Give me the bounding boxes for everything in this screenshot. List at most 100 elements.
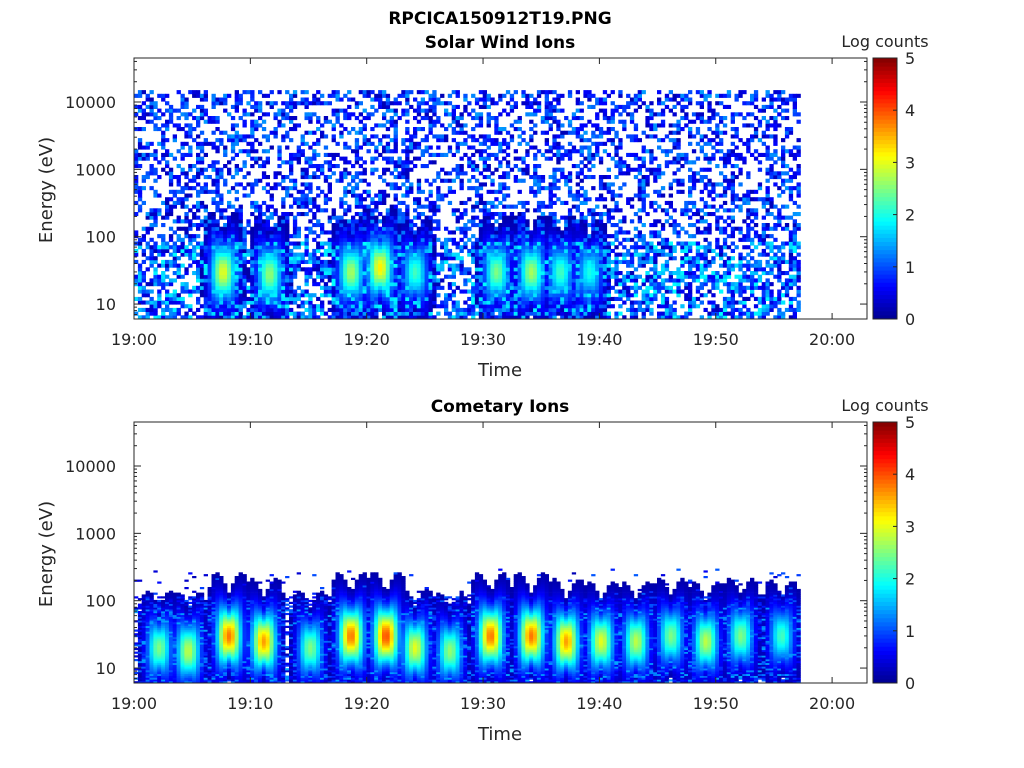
heatmap-cell: [428, 200, 433, 205]
heatmap-cell: [358, 171, 363, 176]
heatmap-cell: [397, 215, 402, 220]
heatmap-cell: [571, 252, 577, 257]
heatmap-cell: [428, 300, 433, 305]
heatmap-cell: [300, 212, 305, 217]
heatmap-cell: [471, 145, 476, 150]
heatmap-cell: [618, 90, 623, 95]
heatmap-cell: [471, 234, 476, 239]
heatmap-cell: [556, 226, 561, 231]
heatmap-cell: [370, 167, 375, 172]
heatmap-cell: [602, 130, 608, 135]
heatmap-cell: [428, 119, 433, 124]
heatmap-cell: [362, 219, 367, 224]
heatmap-cell: [606, 289, 611, 294]
heatmap-cell: [567, 123, 573, 128]
heatmap-cell: [358, 204, 363, 209]
heatmap-cell: [378, 237, 383, 242]
heatmap-cell: [517, 248, 522, 253]
heatmap-cell: [505, 186, 511, 191]
heatmap-cell: [250, 282, 255, 287]
heatmap-cell: [227, 296, 232, 301]
heatmap-cell: [292, 219, 298, 224]
heatmap-cell: [254, 230, 259, 235]
heatmap-cell: [424, 149, 429, 154]
heatmap-cell: [385, 296, 391, 301]
heatmap-cell: [548, 182, 553, 187]
heatmap-cell: [230, 285, 236, 290]
heatmap-cell: [525, 97, 530, 102]
heatmap-cell: [451, 130, 456, 135]
heatmap-cell: [444, 171, 449, 176]
heatmap-cell: [463, 97, 468, 102]
heatmap-cell: [509, 259, 515, 264]
heatmap-cell: [149, 112, 154, 117]
heatmap-cell: [544, 259, 549, 264]
heatmap-cell: [618, 186, 623, 191]
heatmap-cell: [595, 282, 600, 287]
heatmap-cell: [296, 212, 301, 217]
heatmap-cell: [277, 152, 282, 157]
heatmap-cell: [370, 156, 375, 161]
heatmap-cell: [382, 167, 387, 172]
heatmap-cell: [428, 189, 433, 194]
heatmap-cell: [203, 223, 208, 228]
heatmap-cell: [168, 112, 174, 117]
heatmap-cell: [629, 204, 635, 209]
heatmap-cell: [505, 311, 511, 316]
heatmap-cell: [451, 252, 456, 257]
heatmap-cell: [451, 127, 456, 132]
heatmap-cell: [273, 271, 278, 276]
heatmap-cell: [436, 101, 441, 106]
heatmap-cell: [227, 307, 232, 312]
heatmap-cell: [595, 259, 600, 264]
heatmap-cell: [339, 259, 344, 264]
heatmap-cell: [533, 296, 538, 301]
heatmap-cell: [168, 197, 174, 202]
heatmap-cell: [207, 296, 212, 301]
heatmap-cell: [455, 145, 460, 150]
heatmap-cell: [401, 175, 406, 180]
heatmap-cell: [467, 112, 472, 117]
heatmap-cell: [219, 197, 224, 202]
heatmap-cell: [533, 171, 538, 176]
heatmap-cell: [258, 278, 263, 283]
heatmap-cell: [397, 234, 402, 239]
heatmap-cell: [370, 278, 375, 283]
heatmap-cell: [598, 289, 604, 294]
heatmap-cell: [591, 186, 596, 191]
heatmap-cell: [149, 259, 154, 264]
heatmap-cell: [199, 112, 205, 117]
heatmap-cell: [486, 104, 491, 109]
heatmap-cell: [378, 226, 383, 231]
heatmap-cell: [354, 271, 360, 276]
heatmap-cell: [343, 167, 348, 172]
heatmap-cell: [308, 186, 313, 191]
heatmap-cell: [385, 267, 391, 272]
heatmap-cell: [172, 138, 177, 143]
heatmap-cell: [242, 119, 247, 124]
heatmap-cell: [370, 315, 375, 320]
heatmap-cell: [432, 293, 437, 298]
heatmap-cell: [153, 171, 158, 176]
heatmap-cell: [444, 138, 449, 143]
heatmap-cell: [211, 189, 216, 194]
heatmap-cell: [486, 134, 491, 139]
heatmap-cell: [308, 101, 313, 106]
heatmap-cell: [533, 234, 538, 239]
heatmap-cell: [405, 171, 410, 176]
heatmap-cell: [591, 307, 596, 312]
heatmap-cell: [486, 200, 491, 205]
heatmap-cell: [269, 241, 274, 246]
heatmap-cell: [366, 282, 371, 287]
heatmap-cell: [258, 223, 263, 228]
heatmap-cell: [548, 212, 553, 217]
heatmap-cell: [447, 296, 453, 301]
heatmap-cell: [188, 248, 193, 253]
heatmap-cell: [161, 274, 166, 279]
heatmap-cell: [432, 296, 437, 301]
heatmap-cell: [215, 315, 220, 320]
heatmap-cell: [463, 230, 468, 235]
heatmap-cell: [455, 208, 460, 213]
heatmap-cell: [196, 289, 201, 294]
heatmap-cell: [502, 212, 507, 217]
